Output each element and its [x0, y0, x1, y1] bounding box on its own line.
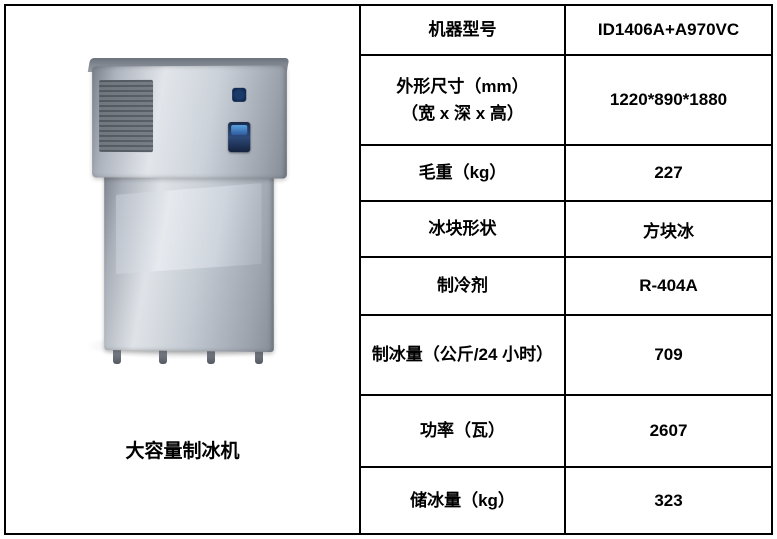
value-ice-shape: 方块冰 [566, 202, 771, 256]
value-gross-weight: 227 [566, 146, 771, 200]
label-dimensions-line1: 外形尺寸（mm） [396, 73, 528, 100]
product-caption: 大容量制冰机 [125, 436, 239, 463]
label-dimensions: 外形尺寸（mm） （宽 x 深 x 高） [361, 56, 566, 144]
label-ice-capacity: 制冰量（公斤/24 小时） [361, 316, 566, 394]
label-dimensions-line2: （宽 x 深 x 高） [396, 100, 528, 127]
value-refrigerant: R-404A [566, 258, 771, 314]
value-dimensions: 1220*890*1880 [566, 56, 771, 144]
label-gross-weight: 毛重（kg） [361, 146, 566, 200]
label-refrigerant: 制冷剂 [361, 258, 566, 314]
label-ice-shape: 冰块形状 [361, 202, 566, 256]
value-ice-capacity: 709 [566, 316, 771, 394]
row-ice-capacity: 制冰量（公斤/24 小时） 709 [361, 316, 771, 396]
spec-sheet: 大容量制冰机 机器型号 ID1406A+A970VC 外形尺寸（mm） （宽 x… [0, 0, 777, 539]
spec-table: 机器型号 ID1406A+A970VC 外形尺寸（mm） （宽 x 深 x 高）… [361, 6, 771, 533]
label-power: 功率（瓦） [361, 396, 566, 466]
row-power: 功率（瓦） 2607 [361, 396, 771, 468]
product-image [53, 56, 313, 376]
row-dimensions: 外形尺寸（mm） （宽 x 深 x 高） 1220*890*1880 [361, 56, 771, 146]
label-model: 机器型号 [361, 6, 566, 54]
value-power: 2607 [566, 396, 771, 466]
outer-table: 大容量制冰机 机器型号 ID1406A+A970VC 外形尺寸（mm） （宽 x… [4, 4, 773, 535]
row-gross-weight: 毛重（kg） 227 [361, 146, 771, 202]
row-refrigerant: 制冷剂 R-404A [361, 258, 771, 316]
label-storage: 储冰量（kg） [361, 468, 566, 533]
value-model: ID1406A+A970VC [566, 6, 771, 54]
row-ice-shape: 冰块形状 方块冰 [361, 202, 771, 258]
value-storage: 323 [566, 468, 771, 533]
row-storage: 储冰量（kg） 323 [361, 468, 771, 533]
row-model: 机器型号 ID1406A+A970VC [361, 6, 771, 56]
product-column: 大容量制冰机 [6, 6, 361, 533]
